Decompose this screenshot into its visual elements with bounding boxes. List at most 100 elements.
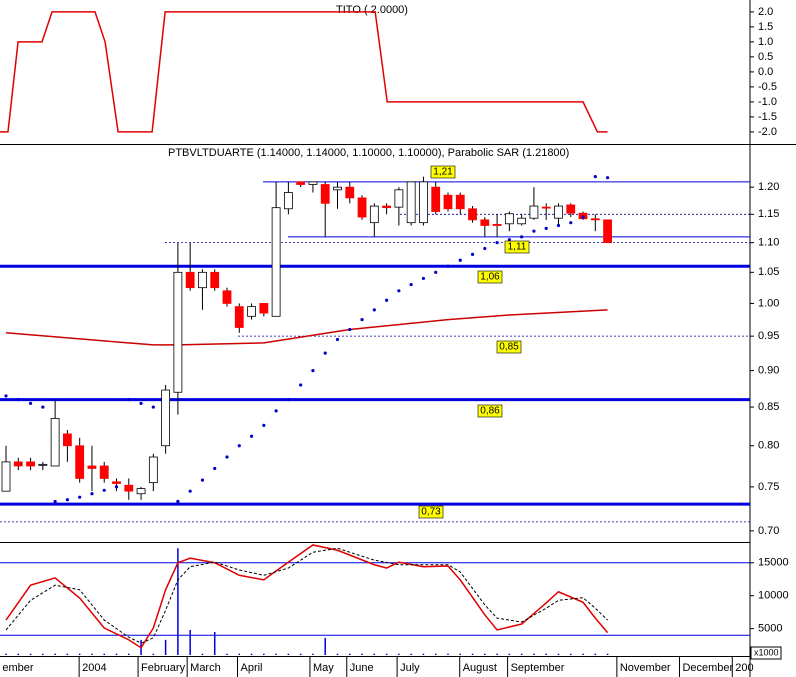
candle-body	[603, 219, 612, 244]
candle-body	[75, 445, 85, 479]
y-tick-label: 5000	[758, 623, 782, 635]
candle-body	[247, 306, 256, 317]
sar-dot	[16, 398, 20, 402]
level-label: 0,85	[499, 342, 519, 353]
level-label: 1,11	[508, 242, 527, 253]
candle-body	[198, 271, 207, 289]
sar-dot	[102, 488, 106, 492]
sar-dot	[397, 289, 401, 293]
sar-dot	[78, 495, 82, 499]
level-label-box	[477, 270, 503, 284]
sar-dot	[41, 405, 45, 409]
candle-body	[529, 205, 539, 219]
candle-body	[492, 223, 502, 226]
x-tick-label: September	[511, 662, 565, 674]
x-tick-label: June	[350, 662, 374, 674]
y-tick-label: 1.00	[758, 297, 779, 309]
sar-dot	[53, 499, 57, 504]
level-label-box	[430, 165, 456, 179]
candle-body	[541, 206, 551, 209]
y-tick-label: -1.0	[758, 96, 777, 108]
sar-dot	[151, 405, 155, 409]
sar-dot	[581, 215, 585, 219]
candle-body	[210, 271, 220, 289]
y-tick-label: 0.5	[758, 51, 773, 63]
level-label: 0,86	[480, 406, 500, 417]
sar-dot	[65, 498, 70, 502]
sar-dot	[372, 308, 376, 312]
sar-dot	[286, 398, 290, 402]
x-tick-label: December	[682, 662, 733, 674]
x-tick-label: May	[313, 662, 334, 674]
level-label: 1,21	[433, 167, 453, 178]
sar-dot	[458, 258, 462, 262]
x-tick-label: November	[620, 662, 671, 674]
sar-dot	[262, 423, 266, 427]
x-tick-label: April	[241, 662, 263, 674]
candle-body	[308, 181, 318, 185]
sar-dot	[176, 499, 180, 504]
sar-dot	[495, 241, 499, 245]
level-label: 1,06	[480, 272, 500, 283]
y-tick-label: 0.90	[758, 365, 779, 377]
candle-body	[63, 433, 72, 447]
candle-body	[26, 461, 35, 467]
candle-body	[112, 481, 121, 484]
sar-dot	[323, 351, 327, 355]
sar-dot	[200, 478, 205, 482]
candle-body	[480, 219, 490, 226]
sar-dot	[299, 383, 303, 387]
sar-dot	[483, 246, 487, 251]
candle-body	[185, 271, 195, 289]
candle-body	[369, 205, 379, 224]
candle-body	[382, 205, 392, 209]
candle-body	[517, 217, 527, 225]
sar-dot	[311, 369, 315, 373]
candle-body	[136, 488, 146, 495]
x-tick-label: March	[190, 662, 221, 674]
y-tick-label: 1.10	[758, 237, 779, 249]
sar-dot	[28, 401, 33, 405]
candle-body	[38, 463, 48, 466]
y-tick-label: 1.5	[758, 21, 773, 33]
sar-dot	[569, 221, 573, 225]
y-tick-label: 1.05	[758, 266, 779, 278]
sar-dot	[544, 226, 548, 230]
sar-dot	[470, 252, 475, 256]
candle-body	[320, 184, 330, 204]
x-tick-label: 2004	[82, 662, 106, 674]
sar-dot	[335, 337, 340, 342]
sar-dot	[434, 270, 438, 274]
candle-body	[590, 218, 600, 221]
candle-body	[234, 306, 244, 328]
y-tick-label: 15000	[758, 557, 789, 569]
candle-body	[333, 186, 342, 191]
level-label-box	[504, 240, 530, 254]
sar-dot	[274, 409, 278, 413]
candle-body	[504, 213, 514, 225]
sar-dot	[446, 264, 450, 268]
y-tick-label: 0.75	[758, 481, 779, 493]
sar-dot	[114, 485, 119, 489]
y-tick-label: -2.0	[758, 126, 777, 138]
sar-dot	[249, 434, 254, 438]
candle-body	[296, 181, 306, 185]
y-tick-label: 1.20	[758, 181, 779, 193]
candle-body	[443, 194, 453, 210]
moving-average	[5, 309, 608, 346]
sar-dot	[237, 444, 241, 448]
candle-body	[554, 205, 563, 219]
candle-body	[406, 181, 416, 224]
x-tick-label: 200	[735, 662, 753, 674]
candle-body	[124, 484, 134, 492]
level-label-box	[418, 505, 444, 519]
y-tick-label: 0.80	[758, 440, 779, 452]
sar-dot	[90, 492, 94, 496]
sar-dot	[605, 176, 610, 180]
axis-note: x1000	[754, 647, 779, 657]
line-series	[0, 11, 608, 133]
candle-body	[99, 465, 109, 479]
sar-dot	[188, 489, 192, 493]
sar-dot	[213, 466, 217, 471]
